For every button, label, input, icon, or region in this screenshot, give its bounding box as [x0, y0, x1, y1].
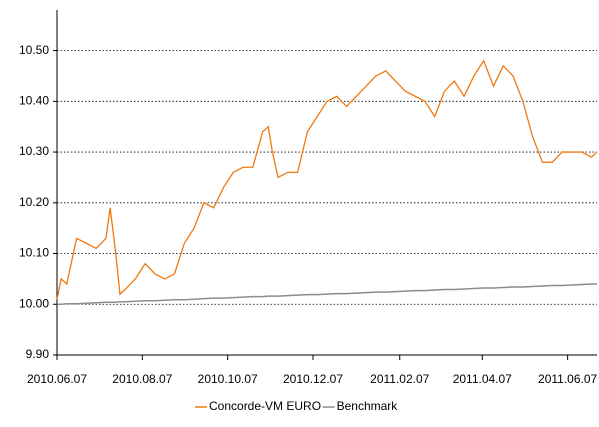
line-series [57, 283, 597, 306]
y-tick-label: 10.10 [19, 246, 49, 260]
legend-label: Benchmark [337, 399, 399, 413]
legend-label: Concorde-VM EURO [209, 399, 321, 413]
y-tick-label: 10.00 [19, 296, 49, 310]
x-tick-label: 2010.12.07 [283, 372, 343, 386]
x-tick-label: 2011.06.07 [538, 372, 597, 386]
y-tick-label: 10.40 [19, 93, 49, 107]
y-tick-label: 10.30 [19, 144, 49, 158]
x-tick-label: 2011.02.07 [370, 372, 429, 386]
x-tick-label: 2010.08.07 [112, 372, 172, 386]
x-tick-label: 2010.06.07 [27, 372, 87, 386]
y-tick-label: 10.20 [19, 195, 49, 209]
y-tick-label: 9.90 [26, 347, 50, 361]
y-tick-label: 10.50 [19, 43, 49, 57]
x-tick-label: 2011.04.07 [453, 372, 512, 386]
line-series [56, 59, 598, 300]
x-tick-label: 2010.10.07 [198, 372, 258, 386]
